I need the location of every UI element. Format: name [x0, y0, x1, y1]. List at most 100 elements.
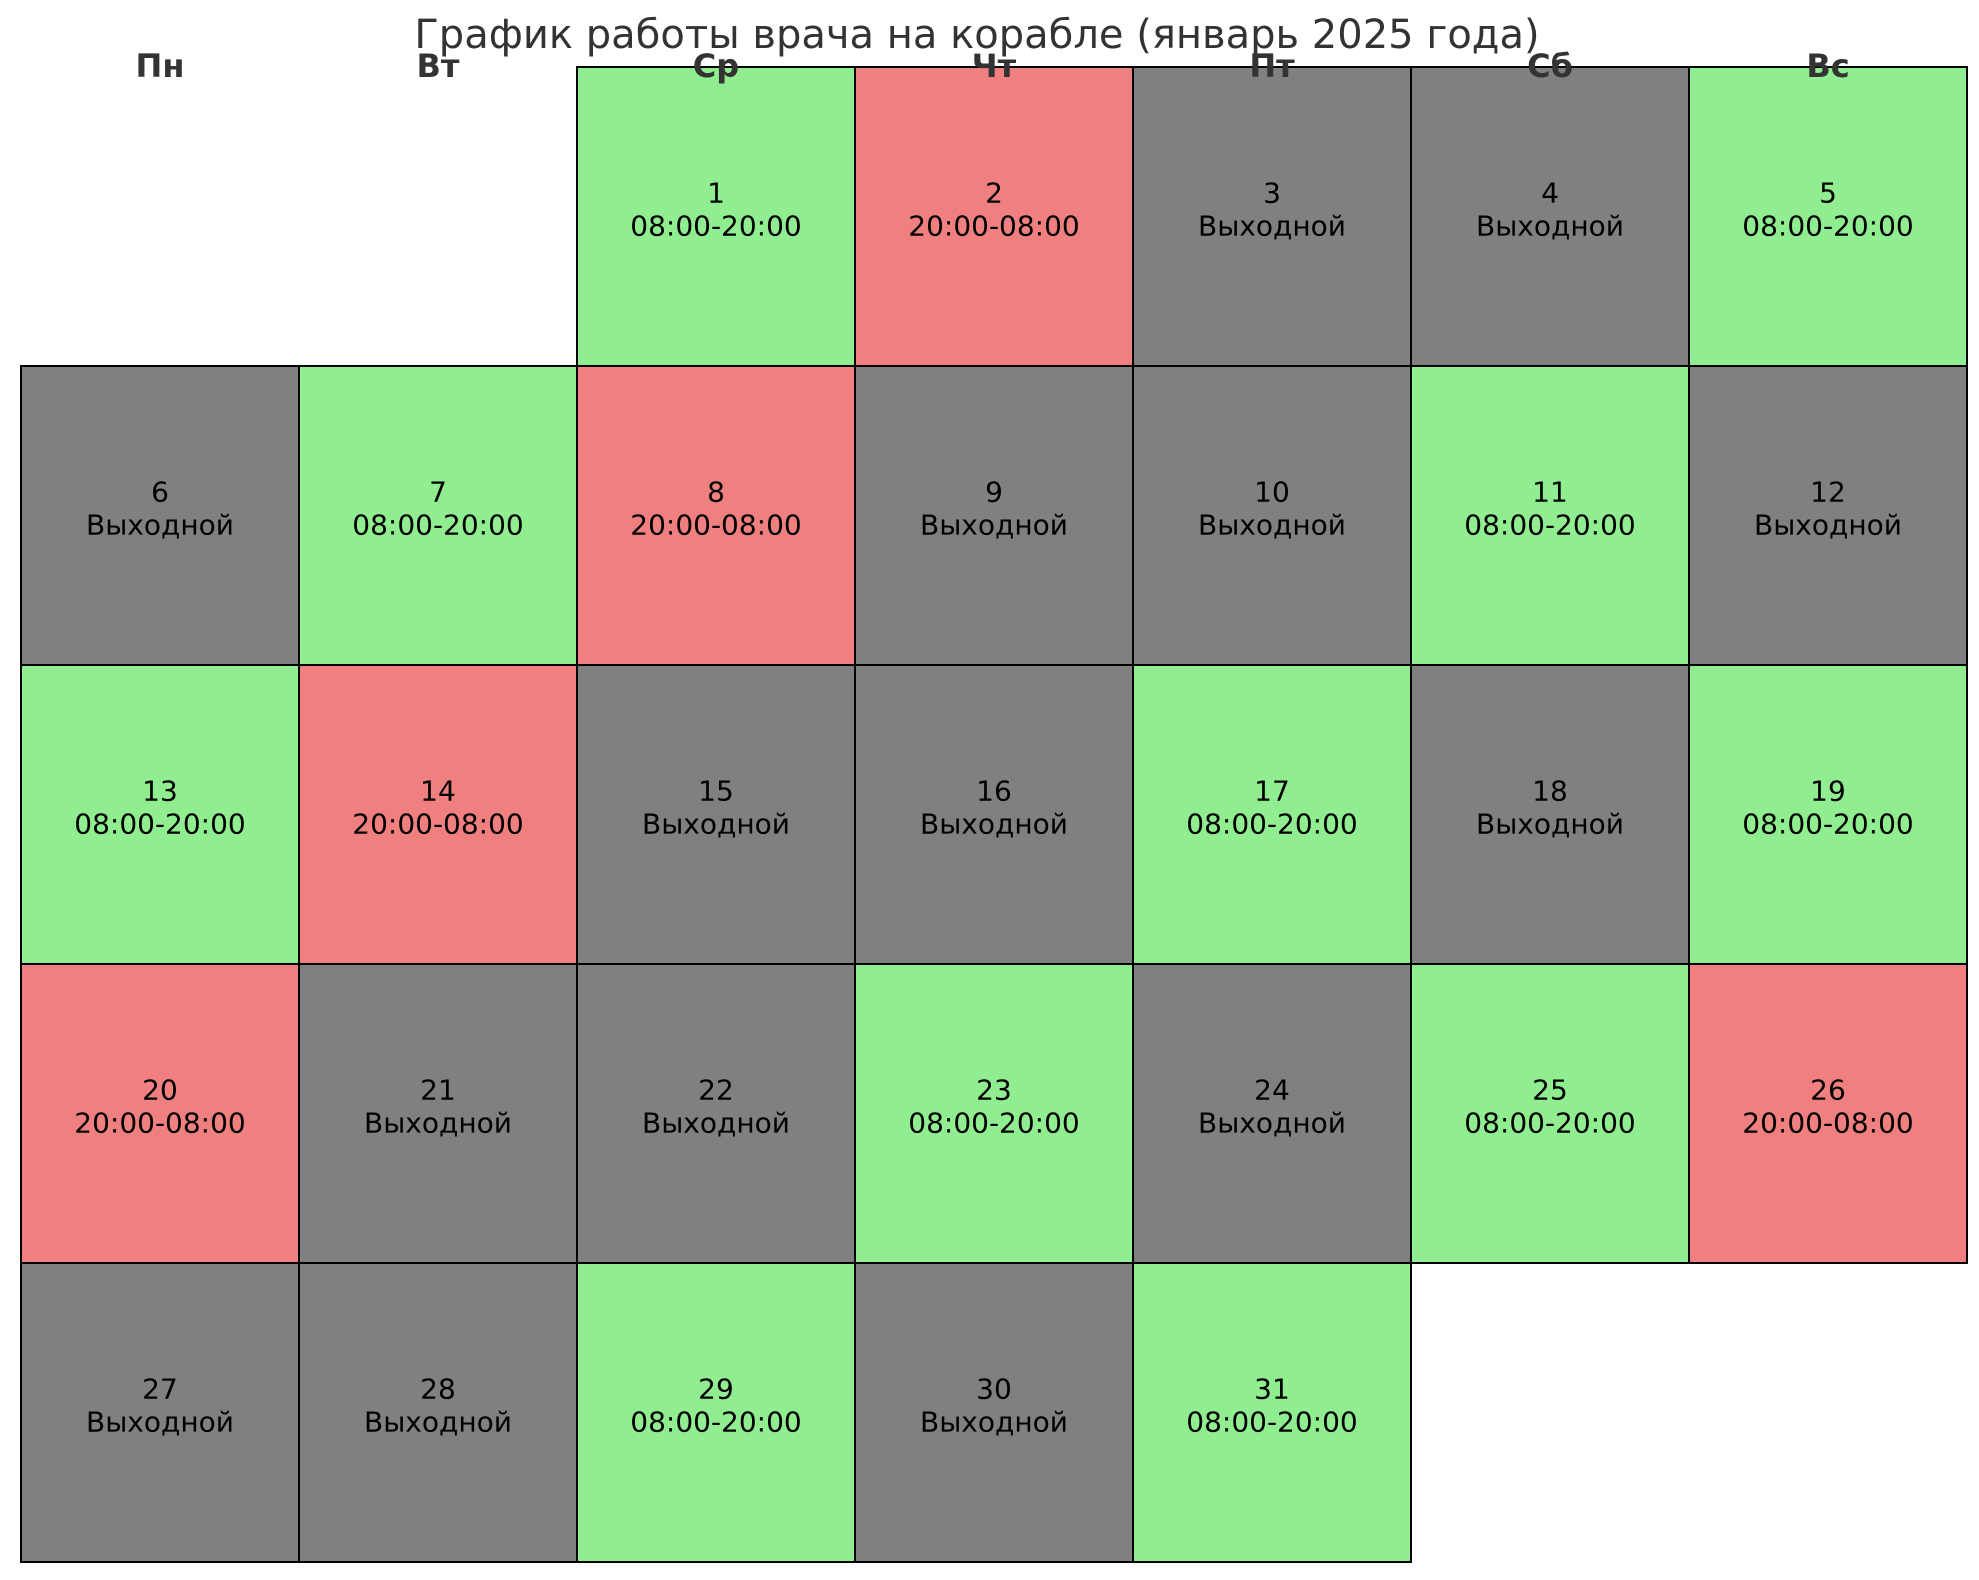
shift-label: 08:00-20:00	[1464, 509, 1636, 542]
day-number: 6	[151, 476, 169, 509]
day-number: 14	[420, 775, 456, 808]
day-cell-background	[1132, 66, 1412, 367]
day-cell-background	[298, 1262, 578, 1563]
day-cell-background	[298, 664, 578, 965]
shift-label: Выходной	[364, 1406, 512, 1439]
day-cell-background	[1410, 664, 1690, 965]
day-number: 31	[1254, 1373, 1290, 1406]
shift-label: Выходной	[642, 808, 790, 841]
day-cell-background	[1132, 664, 1412, 965]
day-cell-background	[854, 664, 1134, 965]
shift-label: Выходной	[1198, 1107, 1346, 1140]
shift-label: Выходной	[920, 1406, 1068, 1439]
shift-label: 08:00-20:00	[1186, 808, 1358, 841]
day-cell-background	[20, 963, 300, 1264]
day-cell-background	[1688, 66, 1968, 367]
weekday-label: Вт	[417, 47, 460, 85]
shift-label: 08:00-20:00	[1186, 1406, 1358, 1439]
day-number: 12	[1810, 476, 1846, 509]
day-number: 16	[976, 775, 1012, 808]
shift-label: Выходной	[1198, 509, 1346, 542]
day-cell-background	[1688, 963, 1968, 1264]
day-number: 22	[698, 1074, 734, 1107]
day-number: 17	[1254, 775, 1290, 808]
day-number: 10	[1254, 476, 1290, 509]
day-cell-background	[20, 1262, 300, 1563]
day-number: 4	[1541, 177, 1559, 210]
day-cell-background	[576, 963, 856, 1264]
shift-label: Выходной	[86, 509, 234, 542]
shift-label: Выходной	[1476, 210, 1624, 243]
day-number: 11	[1532, 476, 1568, 509]
weekday-label: Пн	[136, 47, 185, 85]
day-cell: 220:00-08:00	[854, 66, 1134, 367]
day-number: 8	[707, 476, 725, 509]
shift-label: 08:00-20:00	[1742, 210, 1914, 243]
day-cell-background	[1688, 365, 1968, 666]
shift-label: Выходной	[364, 1107, 512, 1140]
weekday-label: Пт	[1249, 47, 1295, 85]
weekday-label: Вс	[1806, 47, 1849, 85]
day-cell-background	[854, 963, 1134, 1264]
day-cell-background	[576, 1262, 856, 1563]
shift-label: 20:00-08:00	[908, 210, 1080, 243]
day-number: 25	[1532, 1074, 1568, 1107]
day-number: 27	[142, 1373, 178, 1406]
shift-label: Выходной	[920, 509, 1068, 542]
shift-label: 08:00-20:00	[352, 509, 524, 542]
day-cell: 508:00-20:00	[1688, 66, 1968, 367]
day-number: 5	[1819, 177, 1837, 210]
day-number: 20	[142, 1074, 178, 1107]
shift-label: 20:00-08:00	[74, 1107, 246, 1140]
day-cell-background	[298, 963, 578, 1264]
shift-label: 08:00-20:00	[630, 210, 802, 243]
day-number: 21	[420, 1074, 456, 1107]
shift-label: 20:00-08:00	[352, 808, 524, 841]
day-cell-background	[576, 365, 856, 666]
day-number: 26	[1810, 1074, 1846, 1107]
shift-label: 08:00-20:00	[1464, 1107, 1636, 1140]
weekday-label: Ср	[693, 47, 739, 85]
day-cell-background	[1132, 1262, 1412, 1563]
day-number: 13	[142, 775, 178, 808]
weekday-label: Сб	[1527, 47, 1573, 85]
shift-label: Выходной	[642, 1107, 790, 1140]
day-number: 9	[985, 476, 1003, 509]
day-cell-background	[1132, 365, 1412, 666]
shift-label: 20:00-08:00	[1742, 1107, 1914, 1140]
day-number: 18	[1532, 775, 1568, 808]
day-cell-background	[1410, 963, 1690, 1264]
day-number: 28	[420, 1373, 456, 1406]
shift-label: 20:00-08:00	[630, 509, 802, 542]
day-cell-background	[1688, 664, 1968, 965]
day-cell: 108:00-20:00	[576, 66, 856, 367]
day-number: 30	[976, 1373, 1012, 1406]
day-number: 19	[1810, 775, 1846, 808]
shift-label: Выходной	[1198, 210, 1346, 243]
day-cell-background	[576, 66, 856, 367]
weekday-header: Пн Вт Ср Чт Пт Сб Вс	[136, 47, 1850, 85]
shift-label: Выходной	[1754, 509, 1902, 542]
shift-label: Выходной	[920, 808, 1068, 841]
day-number: 7	[429, 476, 447, 509]
